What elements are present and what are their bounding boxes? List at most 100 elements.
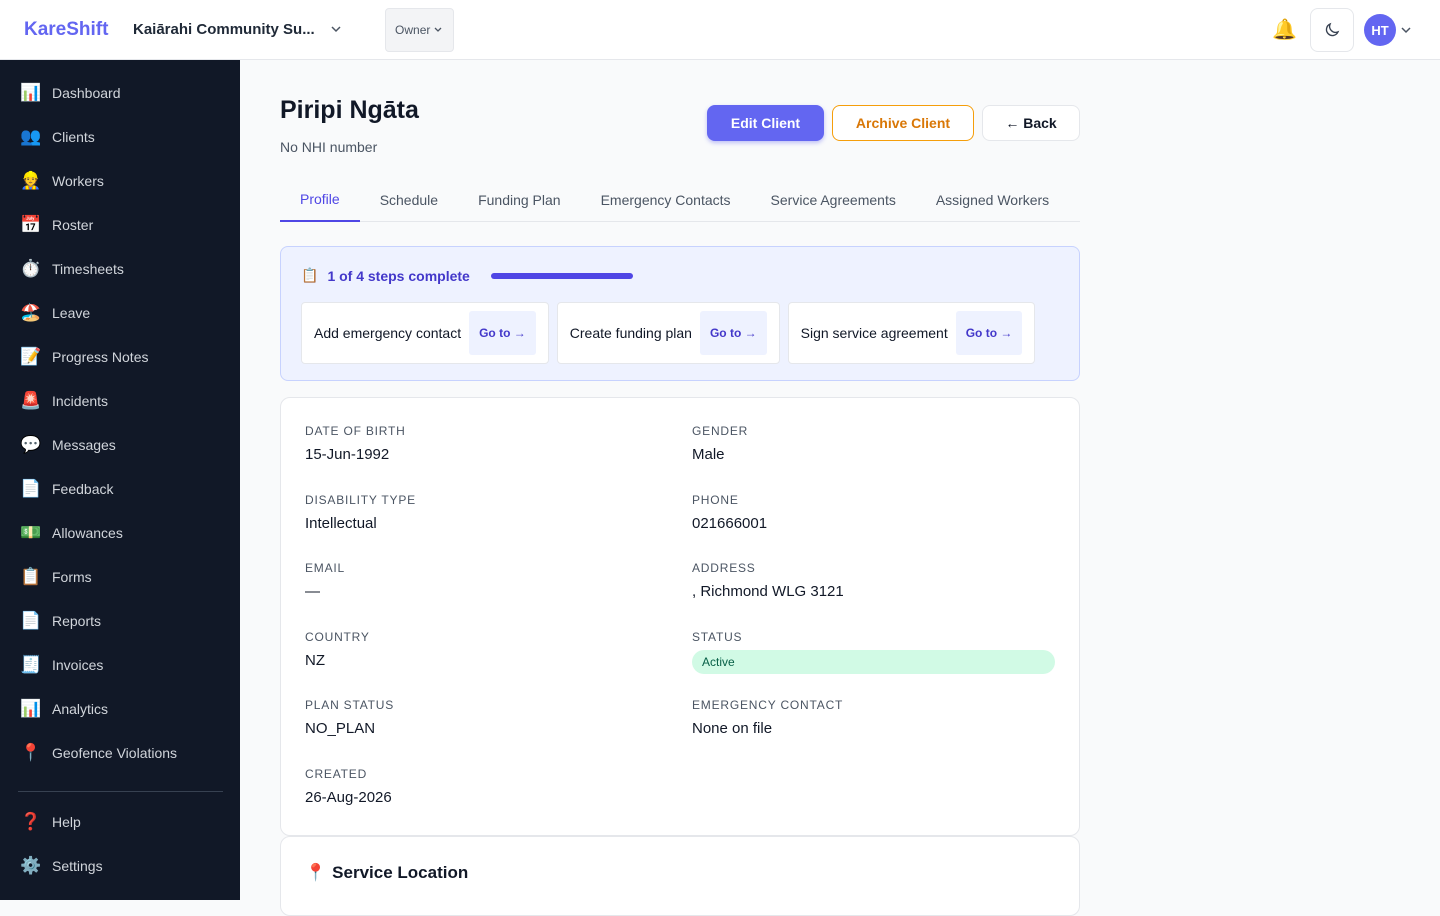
field-label: PLAN STATUS	[305, 698, 395, 713]
field-value: , Richmond WLG 3121	[692, 583, 844, 601]
field-value: 26-Aug-2026	[305, 789, 392, 806]
icon: 📋	[301, 267, 319, 283]
field-value: 15-Jun-1992	[305, 446, 390, 463]
archive-button[interactable]: Archive Client	[832, 105, 974, 141]
tab[interactable]: Service Agreements	[770, 192, 896, 208]
nhi: No NHI number	[280, 139, 378, 155]
nav-item[interactable]: 💬 Messages	[0, 423, 240, 467]
field-label: DATE OF BIRTH	[305, 424, 406, 438]
step-label: Create funding plan	[569, 325, 692, 341]
field-label: STATUS	[692, 629, 743, 644]
brand[interactable]: KareShift	[24, 18, 109, 40]
nav-item[interactable]: 📝 Progress Notes	[0, 335, 240, 379]
field-label: COUNTRY	[305, 629, 370, 644]
field-value: Intellectual	[305, 514, 377, 532]
step-link[interactable]: Go to →	[469, 311, 536, 355]
nav-item[interactable]: 📋 Forms	[0, 555, 240, 599]
nav-icon: 📅	[20, 215, 42, 234]
nav-label: Timesheets	[52, 261, 124, 277]
field: DATE OF BIRTH 15-Jun-1992	[305, 424, 668, 463]
nav-list: 📊 Dashboard 👥 Clients 👷 Workers 📅 Roster ⏱️ Times…	[0, 60, 240, 792]
field: PLAN STATUS NO_PLAN	[305, 698, 668, 737]
nav-icon: 📊	[20, 699, 42, 718]
nav-label: Allowances	[52, 525, 123, 541]
moon-icon	[1325, 22, 1340, 37]
tabs: Profile Schedule Funding Plan Emergency Con…	[280, 178, 1080, 222]
sidebar: 📊 Dashboard 👥 Clients 👷 Workers 📅 Roster ⏱️ Times…	[0, 60, 240, 900]
field-label: PHONE	[692, 492, 739, 507]
field-value: Active	[692, 649, 1055, 674]
nav-item[interactable]: 📄 Reports	[0, 599, 240, 643]
nav-icon: ⏱️	[20, 259, 42, 278]
field: EMERGENCY CONTACT None on file	[692, 698, 1055, 737]
tab[interactable]: Assigned Workers	[935, 192, 1050, 208]
field-value: 021666001	[692, 514, 768, 532]
field-value: None on file	[692, 720, 773, 738]
step-link[interactable]: Go to →	[955, 311, 1023, 355]
nav-icon: ❓	[20, 812, 42, 831]
step: Create funding plan Go to →	[556, 302, 780, 364]
field: ADDRESS , Richmond WLG 3121	[692, 561, 1055, 600]
location-heading: 📍 Service Location	[305, 863, 468, 883]
progress: 📋 1 of 4 steps complete	[301, 267, 633, 284]
top-bar: KareShift Kaiārahi Community Su... Owner…	[0, 0, 1440, 60]
field-value: NZ	[305, 651, 325, 669]
nav-item[interactable]: 📊 Analytics	[0, 687, 240, 731]
nav-item[interactable]: ⚙️ Settings	[18, 844, 223, 888]
nav-item[interactable]: 👥 Clients	[0, 115, 240, 159]
nav-label: Feedback	[52, 481, 114, 497]
nav-label: Settings	[52, 858, 103, 874]
nav-icon: 📊	[20, 83, 42, 102]
role-selector[interactable]: Owner	[384, 7, 454, 52]
nav-icon: 🧾	[20, 655, 42, 674]
steps: Add emergency contact Go to → Create fundi…	[301, 302, 1036, 364]
icon: 📍	[305, 863, 327, 882]
nav-label: Dashboard	[52, 85, 121, 101]
notifications[interactable]: 🔔	[1272, 19, 1297, 41]
nav-item[interactable]: 🚨 Incidents	[0, 379, 240, 423]
nav-label: Messages	[52, 437, 116, 453]
nav-icon: 📋	[20, 567, 42, 586]
theme-toggle[interactable]	[1310, 8, 1354, 52]
nav-item[interactable]: 💵 Allowances	[0, 511, 240, 555]
progress-text: 1 of 4 steps complete	[327, 267, 470, 284]
nav-label: Progress Notes	[52, 349, 149, 365]
avatar[interactable]: HT	[1364, 14, 1396, 46]
field-label: CREATED	[305, 767, 368, 781]
field-value: Male	[692, 446, 725, 463]
field-label: EMAIL	[305, 561, 346, 576]
nav-item[interactable]: 📄 Feedback	[0, 467, 240, 511]
nav-label: Help	[52, 814, 81, 830]
nav-item[interactable]: ⏱️ Timesheets	[0, 247, 240, 291]
nav-item[interactable]: 📅 Roster	[0, 203, 240, 247]
chevron	[434, 27, 442, 32]
tab[interactable]: Emergency Contacts	[600, 192, 731, 208]
nav-label: Analytics	[52, 701, 109, 717]
field-label: DISABILITY TYPE	[305, 492, 416, 507]
step: Sign service agreement Go to →	[787, 302, 1036, 364]
field: STATUS Active	[692, 630, 1055, 674]
nav-icon: ⚙️	[20, 856, 42, 875]
nav-item[interactable]: 📊 Dashboard	[0, 71, 240, 115]
tab[interactable]: Profile	[280, 178, 360, 222]
nav-item[interactable]: 📍 Geofence Violations	[0, 731, 240, 775]
location-title: Service Location	[332, 863, 469, 882]
nav-label: Reports	[52, 613, 102, 629]
chevron	[331, 25, 341, 32]
nav-item[interactable]: 🏖️ Leave	[0, 291, 240, 335]
tab[interactable]: Schedule	[379, 192, 439, 208]
tab[interactable]: Funding Plan	[478, 192, 561, 208]
field-label: EMERGENCY CONTACT	[692, 698, 844, 713]
location-card: 📍 Service Location	[280, 836, 1080, 916]
edit-button[interactable]: Edit Client	[707, 105, 824, 141]
nav-item[interactable]: ❓ Help	[18, 800, 223, 844]
field: DISABILITY TYPE Intellectual	[305, 493, 668, 532]
nav-icon: 🏖️	[20, 303, 42, 322]
org-selector[interactable]: Kaiārahi Community Su...	[133, 21, 315, 38]
nav-footer: ❓ Help ⚙️ Settings	[18, 791, 223, 888]
nav-item[interactable]: 🧾 Invoices	[0, 643, 240, 687]
back-button[interactable]: ← Back	[982, 105, 1080, 141]
nav-item[interactable]: 👷 Workers	[0, 159, 240, 203]
step-link[interactable]: Go to →	[699, 311, 767, 355]
